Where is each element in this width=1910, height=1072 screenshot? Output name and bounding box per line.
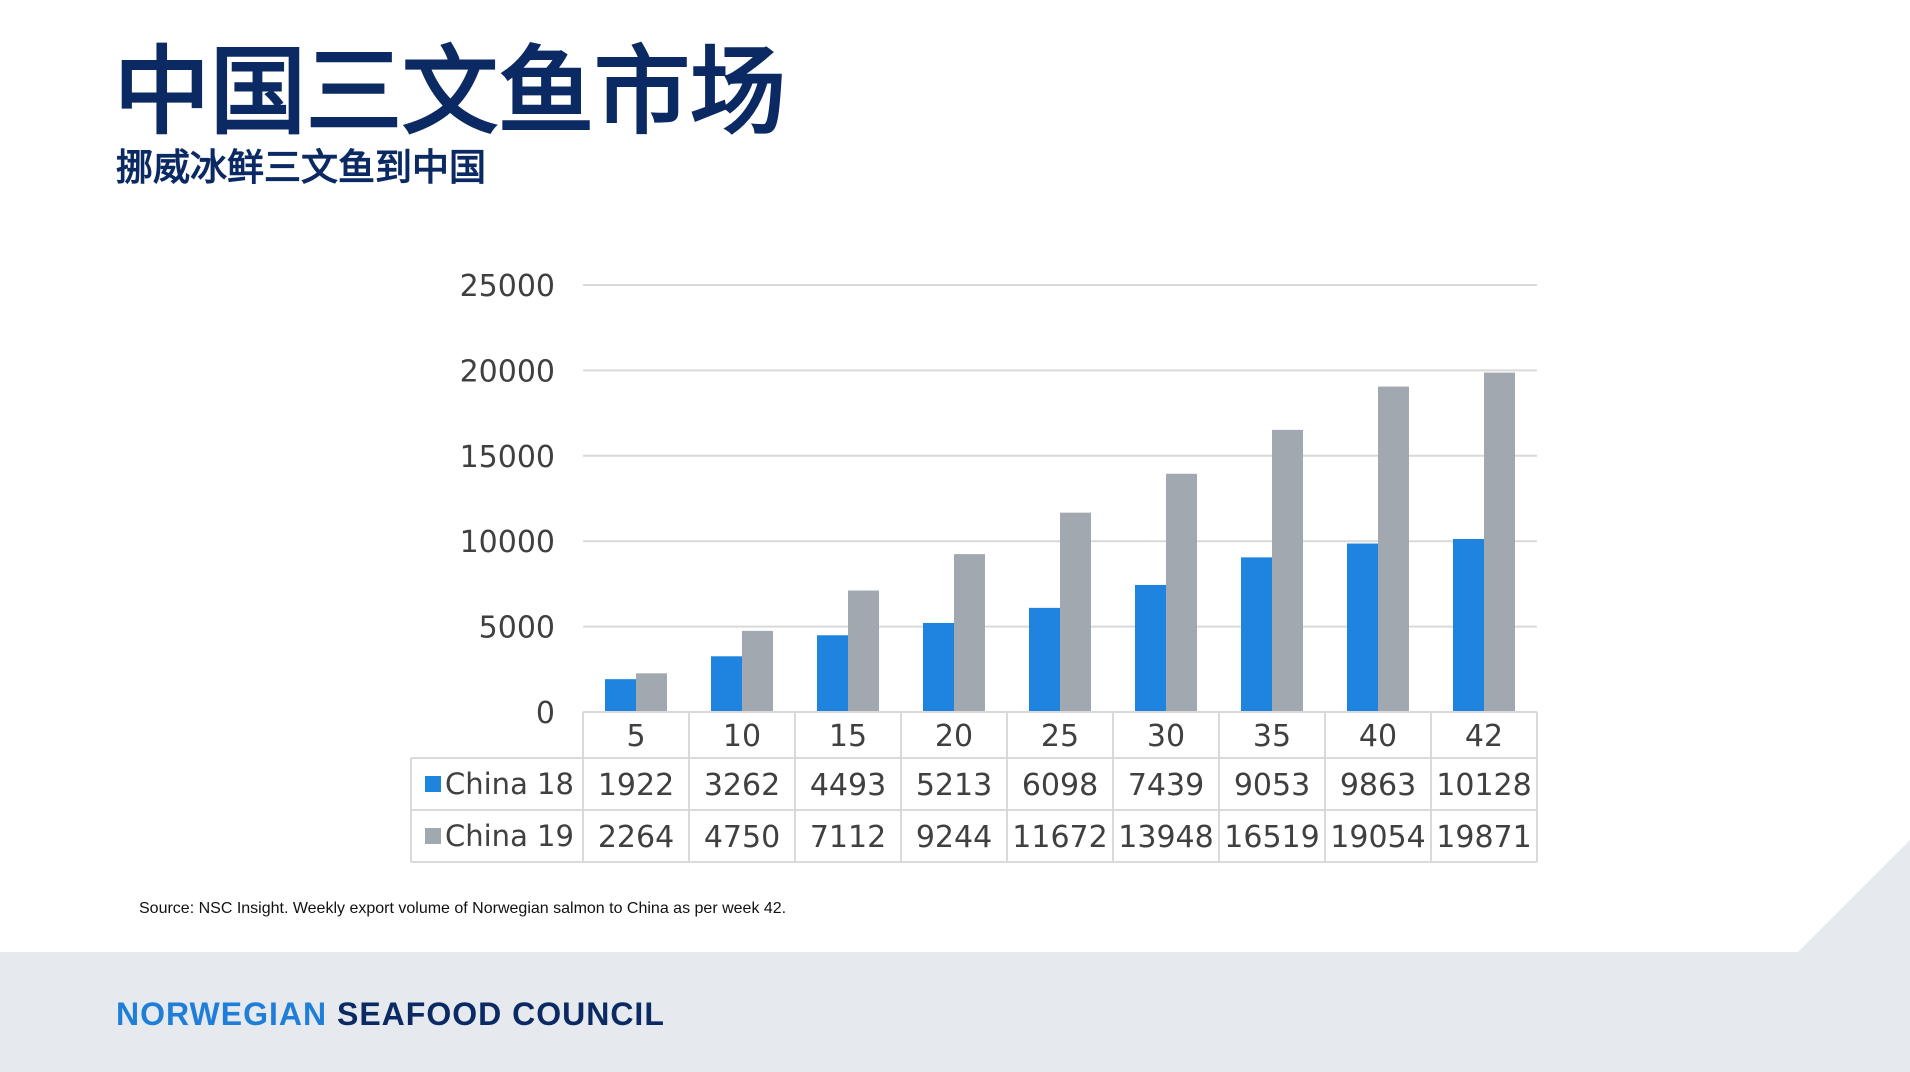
x-tick-label: 15 — [829, 719, 867, 754]
bar-china-19-25 — [1060, 512, 1091, 712]
bar-china-18-5 — [605, 679, 636, 712]
bar-china-18-15 — [817, 635, 848, 712]
bar-china-18-35 — [1241, 557, 1272, 712]
data-label: 1922 — [598, 768, 674, 803]
bar-china-19-5 — [636, 673, 667, 712]
bar-china-18-30 — [1135, 584, 1166, 712]
data-label: 3262 — [704, 768, 780, 803]
x-tick-label: 30 — [1147, 719, 1185, 754]
x-tick-label: 40 — [1359, 719, 1397, 754]
data-label: 10128 — [1436, 768, 1531, 803]
data-label: 7112 — [810, 820, 886, 855]
legend-label: China 19 — [445, 819, 574, 853]
data-label: 19871 — [1436, 820, 1531, 855]
brand-logo: NORWEGIAN SEAFOOD COUNCIL — [116, 994, 665, 1034]
bar-china-18-40 — [1347, 543, 1378, 712]
data-label: 13948 — [1118, 820, 1213, 855]
source-note: Source: NSC Insight. Weekly export volum… — [139, 900, 787, 917]
brand-logo-part2: SEAFOOD COUNCIL — [336, 996, 665, 1032]
bar-china-19-42 — [1484, 372, 1515, 712]
brand-logo-part1: NORWEGIAN — [116, 996, 328, 1032]
x-tick-label: 10 — [723, 719, 761, 754]
bar-china-18-10 — [711, 656, 742, 712]
y-tick-label: 20000 — [460, 354, 555, 389]
data-label: 16519 — [1224, 820, 1319, 855]
bar-chart: 0 5000 10000 15000 20000 25000 5 10 15 20 25 30 35 4… — [410, 269, 1538, 863]
bar-china-19-10 — [742, 630, 773, 712]
data-label: 9244 — [916, 820, 992, 855]
x-tick-label: 35 — [1253, 719, 1291, 754]
data-label: 6098 — [1022, 768, 1098, 803]
bar-china-19-35 — [1272, 429, 1303, 712]
page-subtitle: 挪威冰鲜三文鱼到中国 — [116, 146, 486, 189]
data-label: 9863 — [1340, 768, 1416, 803]
y-tick-label: 10000 — [460, 525, 555, 560]
legend-key — [425, 776, 441, 792]
page-title: 中国三文鱼市场 — [114, 36, 786, 148]
y-tick-label: 5000 — [479, 611, 555, 646]
data-label: 11672 — [1012, 820, 1107, 855]
x-tick-label: 42 — [1465, 719, 1503, 754]
bar-china-19-30 — [1166, 473, 1197, 712]
bar-china-18-42 — [1453, 539, 1484, 712]
legend-label: China 18 — [445, 767, 574, 801]
x-tick-label: 25 — [1041, 719, 1079, 754]
bar-china-18-20 — [923, 622, 954, 712]
data-label: 9053 — [1234, 768, 1310, 803]
data-label: 4493 — [810, 768, 886, 803]
y-axis-tick-labels: 0 5000 10000 15000 20000 25000 — [460, 269, 555, 731]
chart-data-table: 5 10 15 20 25 30 35 40 42 China 18 1922 3262 4493 521… — [410, 711, 1538, 863]
y-tick-label: 15000 — [460, 440, 555, 475]
y-tick-label: 25000 — [460, 269, 555, 304]
data-label: 19054 — [1330, 820, 1425, 855]
x-tick-label: 5 — [626, 719, 645, 754]
bar-china-18-25 — [1029, 607, 1060, 712]
x-tick-label: 20 — [935, 719, 973, 754]
bar-china-19-40 — [1378, 386, 1409, 712]
data-label: 4750 — [704, 820, 780, 855]
legend-key — [425, 828, 441, 844]
data-label: 2264 — [598, 820, 674, 855]
footer-band — [0, 952, 1910, 1072]
data-label: 7439 — [1128, 768, 1204, 803]
data-label: 5213 — [916, 768, 992, 803]
bar-china-19-15 — [848, 590, 879, 712]
bar-china-19-20 — [954, 554, 985, 712]
chart-bars — [605, 372, 1515, 712]
y-tick-label: 0 — [536, 696, 555, 731]
